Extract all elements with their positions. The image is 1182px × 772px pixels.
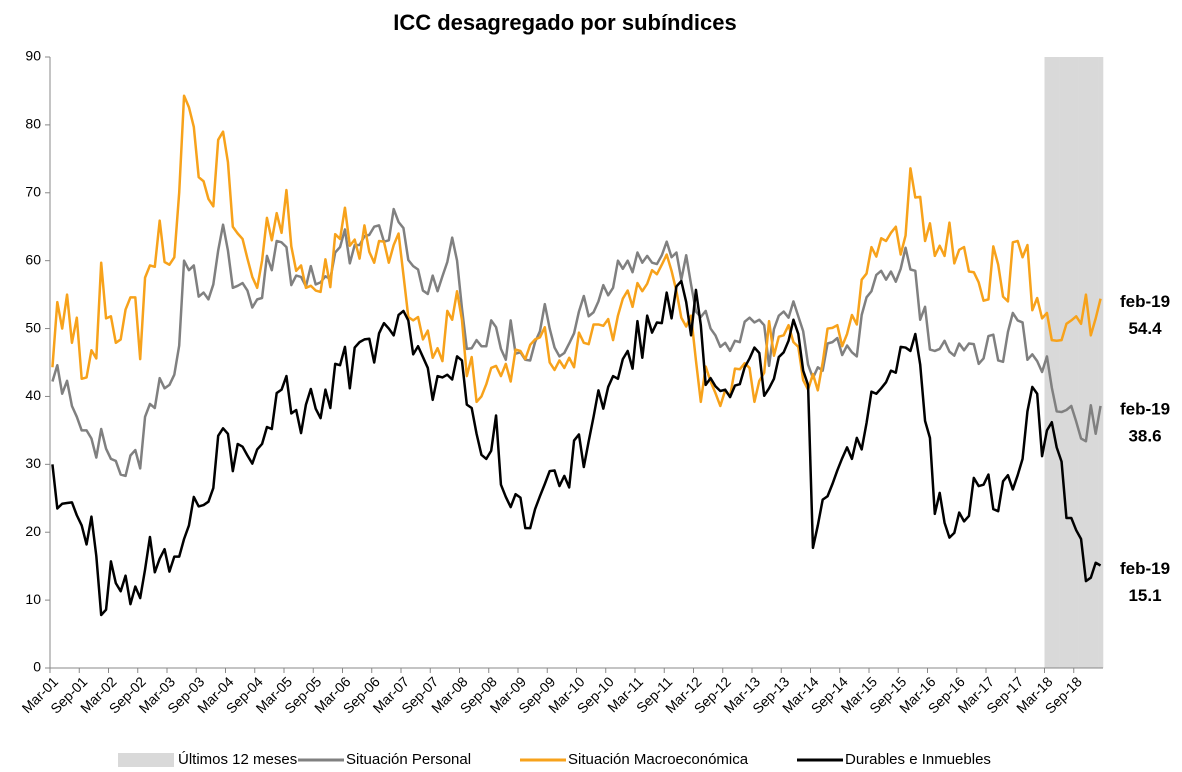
end-label: feb-19 [1120,399,1170,418]
y-tick-label: 40 [25,387,41,403]
legend-label: Situación Personal [346,751,471,768]
end-label: feb-19 [1120,559,1170,578]
y-tick-label: 0 [33,659,41,675]
y-tick-label: 60 [25,251,41,267]
y-tick-label: 70 [25,183,41,199]
chart-title: ICC desagregado por subíndices [393,10,737,35]
shade-bar [1078,57,1084,668]
end-value: 38.6 [1128,426,1161,445]
shade-bar [1049,57,1055,668]
legend-label: Durables e Inmuebles [845,751,991,768]
legend-label: Últimos 12 meses [178,751,297,768]
y-tick-label: 80 [25,116,41,132]
end-value: 54.4 [1128,319,1162,338]
line-series [51,94,1102,408]
y-tick-label: 20 [25,523,41,539]
end-value: 15.1 [1128,586,1161,605]
shade-bar [1083,57,1089,668]
y-tick-label: 90 [25,48,41,64]
shade-bar [1073,57,1079,668]
shade-bar [1098,57,1104,668]
shade-bar [1068,57,1075,668]
legend-swatch [118,753,174,767]
shade-bar [1064,57,1070,668]
line-series [51,207,1102,478]
shade-bar [1093,57,1099,668]
y-tick-label: 10 [25,591,41,607]
end-label: feb-19 [1120,292,1170,311]
y-tick-label: 30 [25,455,41,471]
line-series [51,279,1102,617]
shade-bar [1059,57,1065,668]
shade-bar [1088,57,1094,668]
shade-bar [1054,57,1060,668]
legend-label: Situación Macroeconómica [568,751,749,768]
y-tick-label: 50 [25,319,41,335]
